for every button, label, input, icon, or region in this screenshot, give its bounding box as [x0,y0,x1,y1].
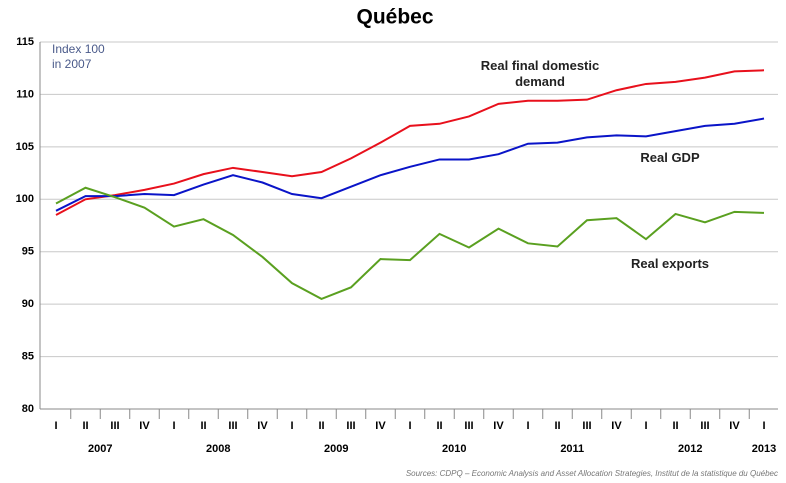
x-tick-label: II [436,420,442,432]
x-tick-label: III [110,420,119,432]
year-label: 2009 [324,443,348,455]
x-tick-label: IV [375,420,386,432]
year-label: 2010 [442,443,466,455]
y-tick-label: 85 [22,350,34,362]
x-tick-label: IV [611,420,622,432]
x-tick-label: II [200,420,206,432]
series-line [55,117,765,212]
chart-title: Québec [356,6,433,29]
y-tick-label: 80 [22,403,34,415]
year-label: 2007 [88,443,112,455]
y-tick-label: 110 [16,88,34,100]
series-line [55,69,765,216]
x-tick-label: III [582,420,591,432]
y-tick-label: 115 [16,36,34,48]
x-tick-label: I [290,420,293,432]
x-tick-label: IV [493,420,504,432]
year-label: 2011 [560,443,584,455]
series-label: Real exports [630,256,710,271]
x-tick-label: IV [139,420,150,432]
x-tick-label: I [172,420,175,432]
year-label: 2012 [678,443,702,455]
x-tick-label: IV [257,420,268,432]
year-label: 2008 [206,443,230,455]
x-tick-label: III [464,420,473,432]
x-tick-label: I [526,420,529,432]
x-tick-label: II [318,420,324,432]
x-tick-label: I [54,420,57,432]
y-tick-label: 100 [16,193,34,205]
source: Sources: CDPQ – Economic Analysis and As… [406,469,778,478]
x-tick-label: III [228,420,237,432]
x-tick-label: II [554,420,560,432]
series-line [55,186,765,300]
x-tick-label: III [346,420,355,432]
x-tick-label: I [408,420,411,432]
y-tick-label: 105 [16,141,34,153]
y-tick-label: 95 [22,246,34,258]
y-axis-label: Index 100 in 2007 [52,42,105,71]
y-tick-label: 90 [22,298,34,310]
x-tick-label: IV [729,420,740,432]
x-tick-label: I [762,420,765,432]
x-tick-label: III [700,420,709,432]
series-label: Real final domestic demand [480,58,600,89]
year-label: 2013 [752,443,776,455]
series-label: Real GDP [640,150,700,165]
x-tick-label: II [672,420,678,432]
x-tick-label: II [82,420,88,432]
x-tick-label: I [644,420,647,432]
